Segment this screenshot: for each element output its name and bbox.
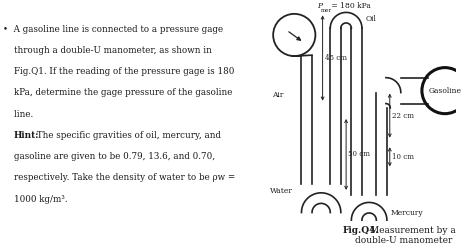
Text: Gasoline: Gasoline xyxy=(428,87,462,95)
Text: Measurement by a: Measurement by a xyxy=(367,226,456,235)
Text: Fig.Q1. If the reading of the pressure gage is 180: Fig.Q1. If the reading of the pressure g… xyxy=(3,67,235,76)
Text: •  A gasoline line is connected to a pressure gage: • A gasoline line is connected to a pres… xyxy=(3,25,224,33)
Text: 10 cm: 10 cm xyxy=(392,153,414,161)
Text: double-U manometer: double-U manometer xyxy=(355,236,452,245)
Text: 45 cm: 45 cm xyxy=(325,54,346,62)
Text: Oil: Oil xyxy=(366,15,377,23)
Text: mer: mer xyxy=(321,8,332,13)
Text: Fig.Q4.: Fig.Q4. xyxy=(342,226,379,235)
Text: The specific gravities of oil, mercury, and: The specific gravities of oil, mercury, … xyxy=(34,131,221,140)
Text: 22 cm: 22 cm xyxy=(392,112,414,120)
Text: Water: Water xyxy=(270,187,293,195)
Text: kPa, determine the gage pressure of the gasoline: kPa, determine the gage pressure of the … xyxy=(3,88,233,97)
Text: Hint:: Hint: xyxy=(14,131,39,140)
Text: 50 cm: 50 cm xyxy=(348,151,370,158)
Text: Mercury: Mercury xyxy=(391,209,423,216)
Text: through a double-U manometer, as shown in: through a double-U manometer, as shown i… xyxy=(3,46,212,55)
Text: gasoline are given to be 0.79, 13.6, and 0.70,: gasoline are given to be 0.79, 13.6, and… xyxy=(3,152,216,161)
Text: = 180 kPa: = 180 kPa xyxy=(329,2,371,10)
Text: P: P xyxy=(317,2,322,10)
Text: respectively. Take the density of water to be ρw =: respectively. Take the density of water … xyxy=(3,173,236,182)
Text: Air: Air xyxy=(272,92,283,99)
Text: line.: line. xyxy=(3,109,34,119)
Text: 1000 kg/m³.: 1000 kg/m³. xyxy=(3,195,68,203)
